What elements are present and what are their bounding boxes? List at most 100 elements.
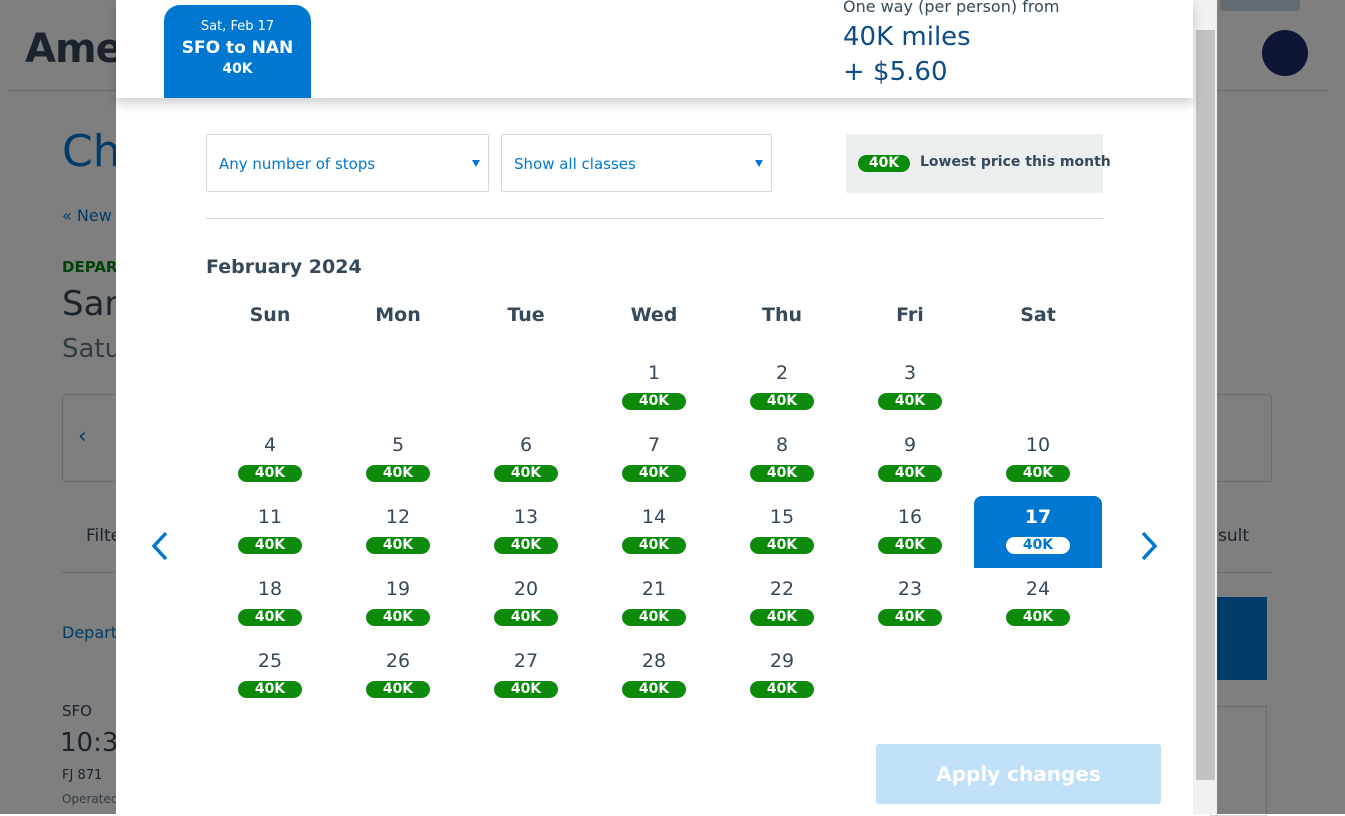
day-cell[interactable]: 28 40K xyxy=(590,640,718,712)
price-badge: 40K xyxy=(622,537,686,554)
day-cell[interactable]: 14 40K xyxy=(590,496,718,568)
day-cell[interactable]: 26 40K xyxy=(334,640,462,712)
price-badge: 40K xyxy=(622,393,686,410)
summary-label: One way (per person) from xyxy=(843,0,1060,16)
day-cell[interactable]: 11 40K xyxy=(206,496,334,568)
day-number: 5 xyxy=(391,434,405,456)
day-cell[interactable]: 15 40K xyxy=(718,496,846,568)
next-month[interactable] xyxy=(1137,530,1159,562)
day-number: 28 xyxy=(641,650,667,672)
day-number: 21 xyxy=(641,578,667,600)
legend: 40K Lowest price this month xyxy=(846,134,1111,193)
price-badge: 40K xyxy=(494,681,558,698)
price-badge: 40K xyxy=(494,537,558,554)
price-badge: 40K xyxy=(878,537,942,554)
day-number: 23 xyxy=(897,578,923,600)
classes-select[interactable]: Show all classes xyxy=(501,134,772,192)
tab-date: Sat, Feb 17 xyxy=(200,19,275,34)
stops-select[interactable]: Any number of stops xyxy=(206,134,489,192)
month-title: February 2024 xyxy=(206,256,362,278)
day-cell[interactable]: 7 40K xyxy=(590,424,718,496)
price-badge: 40K xyxy=(750,609,814,626)
day-number: 6 xyxy=(519,434,533,456)
modal-header: Sat, Feb 17 SFO to NAN 40K One way (per … xyxy=(116,0,1193,98)
day-number: 2 xyxy=(775,362,789,384)
day-cell[interactable]: 25 40K xyxy=(206,640,334,712)
day-cell[interactable]: 24 40K xyxy=(974,568,1102,640)
caret xyxy=(755,160,763,167)
price-badge: 40K xyxy=(238,537,302,554)
arrow-icon xyxy=(1141,531,1158,561)
day-number: 25 xyxy=(257,650,283,672)
day-cell[interactable]: 29 40K xyxy=(718,640,846,712)
tab-price: 40K xyxy=(222,61,253,77)
divider xyxy=(206,218,1103,219)
price-badge: 40K xyxy=(878,393,942,410)
price-badge: 40K xyxy=(622,681,686,698)
day-cell[interactable]: 16 40K xyxy=(846,496,974,568)
day-cell[interactable]: 27 40K xyxy=(462,640,590,712)
day-number: 27 xyxy=(513,650,539,672)
prev-month[interactable] xyxy=(150,530,172,562)
day-cell[interactable]: 3 40K xyxy=(846,352,974,424)
modal: Sat, Feb 17 SFO to NAN 40K One way (per … xyxy=(116,0,1193,814)
price-badge: 40K xyxy=(366,537,430,554)
arrow-icon xyxy=(151,531,168,561)
price-badge: 40K xyxy=(750,537,814,554)
legend-badge: 40K xyxy=(858,155,910,172)
day-cell[interactable]: 5 40K xyxy=(334,424,462,496)
day-number: 24 xyxy=(1025,578,1051,600)
day-number: 19 xyxy=(385,578,411,600)
day-number: 7 xyxy=(647,434,661,456)
price-badge: 40K xyxy=(494,609,558,626)
day-cell[interactable]: 23 40K xyxy=(846,568,974,640)
legend-text: Lowest price this month xyxy=(920,154,1111,170)
day-cell[interactable]: 19 40K xyxy=(334,568,462,640)
price-badge: 40K xyxy=(366,609,430,626)
price-badge: 40K xyxy=(622,465,686,482)
day-number: 20 xyxy=(513,578,539,600)
price-badge: 40K xyxy=(1006,609,1070,626)
stops-text: Any number of stops xyxy=(219,155,376,173)
day-cell[interactable]: 4 40K xyxy=(206,424,334,496)
weekday: Wed xyxy=(630,304,678,326)
price-badge: 40K xyxy=(238,609,302,626)
day-cell[interactable]: 18 40K xyxy=(206,568,334,640)
day-cell[interactable]: 2 40K xyxy=(718,352,846,424)
trip-tab[interactable]: Sat, Feb 17 SFO to NAN 40K xyxy=(164,5,311,98)
day-cell[interactable]: 10 40K xyxy=(974,424,1102,496)
day-number: 1 xyxy=(647,362,661,384)
apply-button[interactable]: Apply changes xyxy=(876,744,1161,804)
day-number: 11 xyxy=(257,506,283,528)
day-number: 26 xyxy=(385,650,411,672)
price-badge: 40K xyxy=(878,465,942,482)
day-cell[interactable]: 22 40K xyxy=(718,568,846,640)
day-number: 18 xyxy=(257,578,283,600)
day-number: 3 xyxy=(903,362,917,384)
weekday: Fri xyxy=(896,304,924,326)
price-badge: 40K xyxy=(1006,465,1070,482)
weekday: Mon xyxy=(375,304,421,326)
day-cell[interactable]: 21 40K xyxy=(590,568,718,640)
price-badge: 40K xyxy=(622,609,686,626)
price-badge: 40K xyxy=(750,681,814,698)
day-cell[interactable]: 8 40K xyxy=(718,424,846,496)
day-number: 16 xyxy=(897,506,923,528)
price-badge: 40K xyxy=(750,393,814,410)
weekday: Sun xyxy=(249,304,291,326)
day-cell[interactable]: 13 40K xyxy=(462,496,590,568)
day-cell[interactable]: 20 40K xyxy=(462,568,590,640)
day-number: 29 xyxy=(769,650,795,672)
day-number: 14 xyxy=(641,506,667,528)
day-cell[interactable]: 12 40K xyxy=(334,496,462,568)
day-cell[interactable]: 9 40K xyxy=(846,424,974,496)
weekday: Tue xyxy=(507,304,545,326)
day-cell[interactable]: 6 40K xyxy=(462,424,590,496)
day-number: 9 xyxy=(903,434,917,456)
day-cell[interactable]: 17 40K xyxy=(974,496,1102,568)
tab-route: SFO to NAN xyxy=(181,38,294,58)
price-badge: 40K xyxy=(366,681,430,698)
scrollbar-thumb[interactable] xyxy=(1196,30,1215,780)
day-cell[interactable]: 1 40K xyxy=(590,352,718,424)
